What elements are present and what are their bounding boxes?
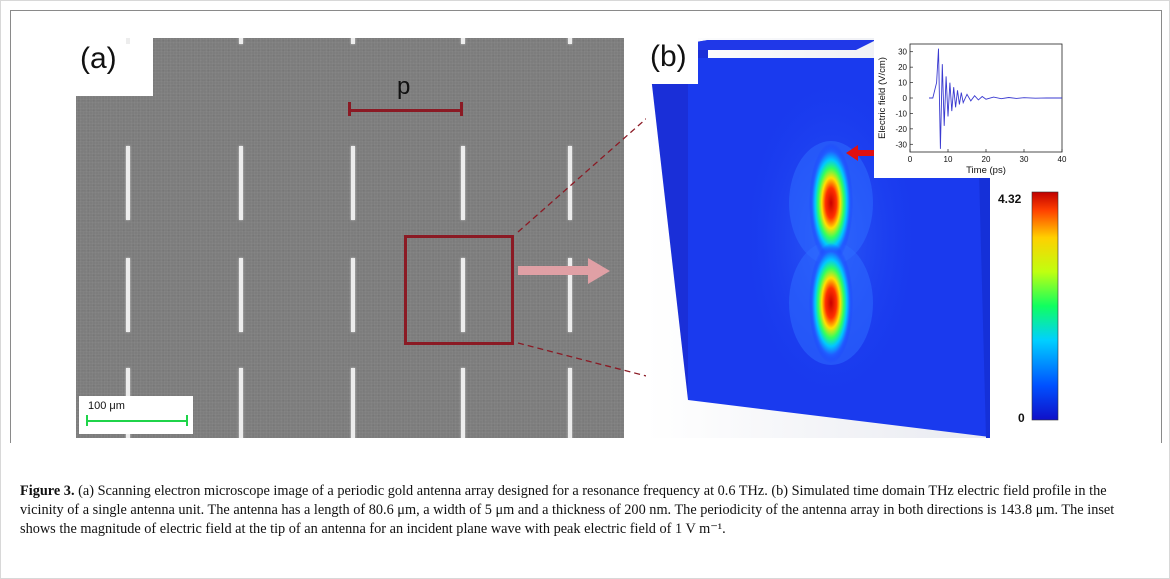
inset-series-line (929, 48, 1063, 149)
region-of-interest-box (404, 235, 514, 345)
tip-pointer-arrow (846, 145, 882, 161)
inset-x-tick-label: 10 (944, 155, 953, 164)
antenna-bar (351, 146, 355, 220)
colorbar-max-label: 4.32 (998, 192, 1022, 206)
inset-y-tick-label: 10 (898, 79, 907, 88)
figure-box (10, 10, 1162, 443)
zoom-arrow-shaft (518, 266, 590, 275)
period-marker-tick-left (348, 102, 351, 116)
inset-y-tick-label: -10 (895, 109, 907, 118)
antenna-bar (568, 368, 572, 438)
antenna-bar (461, 258, 465, 332)
inset-y-tick-label: 20 (898, 63, 907, 72)
inset-x-axis-label: Time (ps) (966, 165, 1006, 176)
antenna-bar (461, 368, 465, 438)
antenna-bar (351, 38, 355, 44)
antenna-bar (126, 258, 130, 332)
slab-top-face (648, 40, 876, 50)
scale-bar: 100 μm (79, 396, 193, 434)
colorbar-svg (1031, 191, 1059, 421)
inset-y-tick-label: 0 (903, 94, 908, 103)
field-hotspot-upper (809, 143, 853, 263)
panel-b-label: (b) (646, 38, 698, 84)
caption-text: (a) Scanning electron microscope image o… (20, 483, 1115, 538)
colorbar-min-label: 0 (1018, 411, 1025, 425)
antenna-bar (568, 38, 572, 44)
antenna-bar (351, 368, 355, 438)
figure-caption: Figure 3. (a) Scanning electron microsco… (20, 482, 1150, 539)
scale-bar-end-right (186, 415, 188, 426)
antenna-bar (351, 258, 355, 332)
sem-image-panel: (a) p 100 μm (76, 38, 624, 438)
antenna-bar (568, 146, 572, 220)
figure-divider (10, 442, 1160, 444)
inset-y-tick-label: 30 (898, 48, 907, 57)
period-marker-tick-right (460, 102, 463, 116)
period-label: p (397, 73, 411, 100)
inset-x-tick-label: 20 (982, 155, 991, 164)
antenna-bar (239, 146, 243, 220)
colorbar-gradient (1031, 191, 1059, 421)
caption-label: Figure 3. (20, 483, 75, 500)
panel-a-label: (a) (76, 38, 153, 96)
inset-chart: 30 20 10 0 -10 -20 -30 0 10 20 30 40 Time (ps) Electr… (874, 38, 1074, 178)
antenna-bar (239, 258, 243, 332)
antenna-bar (126, 146, 130, 220)
antenna-bar (461, 146, 465, 220)
antenna-bar (461, 38, 465, 44)
inset-x-tick-label: 30 (1020, 155, 1029, 164)
inset-x-tick-label: 40 (1058, 155, 1067, 164)
inset-y-axis-label: Electric field (V/cm) (877, 57, 888, 139)
inset-y-tick-label: -30 (895, 140, 907, 149)
antenna-bar (126, 38, 130, 44)
simulation-panel (646, 38, 1058, 438)
inset-x-tick-label: 0 (908, 155, 913, 164)
scale-bar-end-left (86, 415, 88, 426)
scale-bar-text: 100 μm (88, 400, 125, 412)
antenna-bar (239, 38, 243, 44)
field-hotspot-lower (809, 243, 853, 363)
antenna-bar (239, 368, 243, 438)
scale-bar-line (87, 420, 187, 422)
inset-y-tick-label: -20 (895, 125, 907, 134)
zoom-arrow-head (588, 258, 610, 284)
colorbar-panel: 4.32 0 (990, 178, 1070, 440)
antenna-bar (568, 258, 572, 332)
period-marker-line (348, 109, 462, 112)
